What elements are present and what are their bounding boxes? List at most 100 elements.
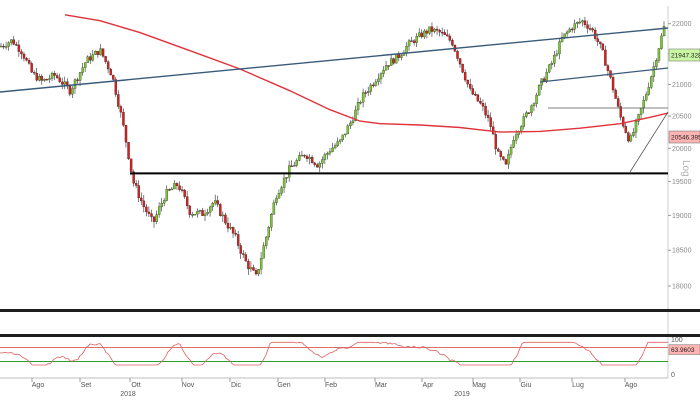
candle-body <box>660 35 663 49</box>
candle-body <box>553 55 556 64</box>
candle-body <box>45 78 49 81</box>
candle-body <box>104 56 107 62</box>
candle-body <box>58 77 61 83</box>
candle-body <box>122 112 125 126</box>
candle-body <box>374 81 378 86</box>
panel-divider-top <box>0 309 700 312</box>
candle-body <box>476 94 480 102</box>
candle-body <box>254 270 258 275</box>
candle-body <box>387 65 390 67</box>
candle-body <box>106 61 110 70</box>
candle-body <box>336 141 339 146</box>
candle-body <box>481 103 485 107</box>
price-tick-label: 18500 <box>672 248 692 255</box>
candle-body <box>499 151 503 157</box>
candle-body <box>2 45 5 48</box>
candle-body <box>20 51 23 55</box>
candle-body <box>662 26 666 37</box>
month-label: Nov <box>182 382 195 389</box>
candle-body <box>211 202 214 208</box>
candle-body <box>236 234 240 246</box>
candle-body <box>10 39 13 43</box>
price-tick-label: 22000 <box>672 21 692 28</box>
candle-body <box>234 233 237 235</box>
candle-body <box>451 40 454 46</box>
candle-body <box>341 134 344 140</box>
candle-body <box>224 214 227 224</box>
candle-body <box>616 98 620 107</box>
candle-body <box>226 222 230 229</box>
candle-body <box>99 48 102 55</box>
month-label: Lug <box>572 382 584 389</box>
candle-body <box>596 38 599 42</box>
candle-body <box>558 41 561 55</box>
candle-body <box>191 214 194 216</box>
log-scale-label: Log <box>680 160 691 177</box>
price-tick-label: 19000 <box>672 213 692 220</box>
candle-body <box>96 51 100 55</box>
value-tag-bg <box>668 48 700 62</box>
candle-body <box>405 45 408 53</box>
candle-body <box>239 245 242 254</box>
candle-body <box>265 236 268 246</box>
candle-body <box>168 189 171 191</box>
candle-body <box>514 134 518 141</box>
candle-body <box>308 157 311 159</box>
candle-body <box>27 60 31 64</box>
candle-body <box>384 65 388 71</box>
candle-body <box>163 200 166 204</box>
candle-body <box>86 56 89 64</box>
candle-body <box>364 92 367 94</box>
candle-body <box>565 31 569 34</box>
candle-body <box>43 78 46 81</box>
candle-body <box>622 117 625 127</box>
candle-body <box>0 45 3 48</box>
candle-body <box>430 26 434 32</box>
month-label: Giu <box>521 382 532 389</box>
candle-body <box>632 132 635 136</box>
candle-body <box>155 214 158 222</box>
candle-body <box>63 81 66 85</box>
candle-body <box>361 92 365 103</box>
candle-body <box>89 56 92 61</box>
candle-body <box>410 40 413 42</box>
candle-body <box>474 94 477 96</box>
candle-body <box>300 154 304 157</box>
candle-body <box>53 73 56 76</box>
candle-body <box>650 76 653 88</box>
candle-body <box>389 58 393 66</box>
candle-body <box>440 31 444 34</box>
candle-body <box>571 28 574 31</box>
candle-body <box>338 139 342 142</box>
candle-body <box>101 48 105 57</box>
candle-body <box>305 155 309 159</box>
candle-body <box>581 20 584 23</box>
candle-body <box>321 159 324 164</box>
candle-body <box>629 135 633 142</box>
candle-body <box>81 67 84 73</box>
value-tag-label: 20546.39506 <box>671 135 700 142</box>
month-label: Ago <box>32 382 45 389</box>
candle-body <box>392 58 395 64</box>
candle-body <box>486 114 490 118</box>
candle-body <box>433 28 436 32</box>
candle-body <box>285 177 288 179</box>
candle-body <box>655 60 658 67</box>
candle-body <box>379 73 383 80</box>
candle-body <box>377 78 380 83</box>
price-tick-label: 20000 <box>672 146 692 153</box>
candle-body <box>471 88 474 95</box>
candle-body <box>216 200 219 205</box>
candle-body <box>25 58 28 61</box>
candle-body <box>267 227 270 238</box>
candle-body <box>76 79 79 81</box>
candle-body <box>40 76 44 81</box>
candle-body <box>504 159 508 165</box>
candle-body <box>525 112 528 117</box>
candle-body <box>520 126 523 132</box>
candle-body <box>316 164 319 168</box>
candle-body <box>568 28 571 33</box>
candle-body <box>214 200 217 204</box>
candle-body <box>140 197 143 202</box>
